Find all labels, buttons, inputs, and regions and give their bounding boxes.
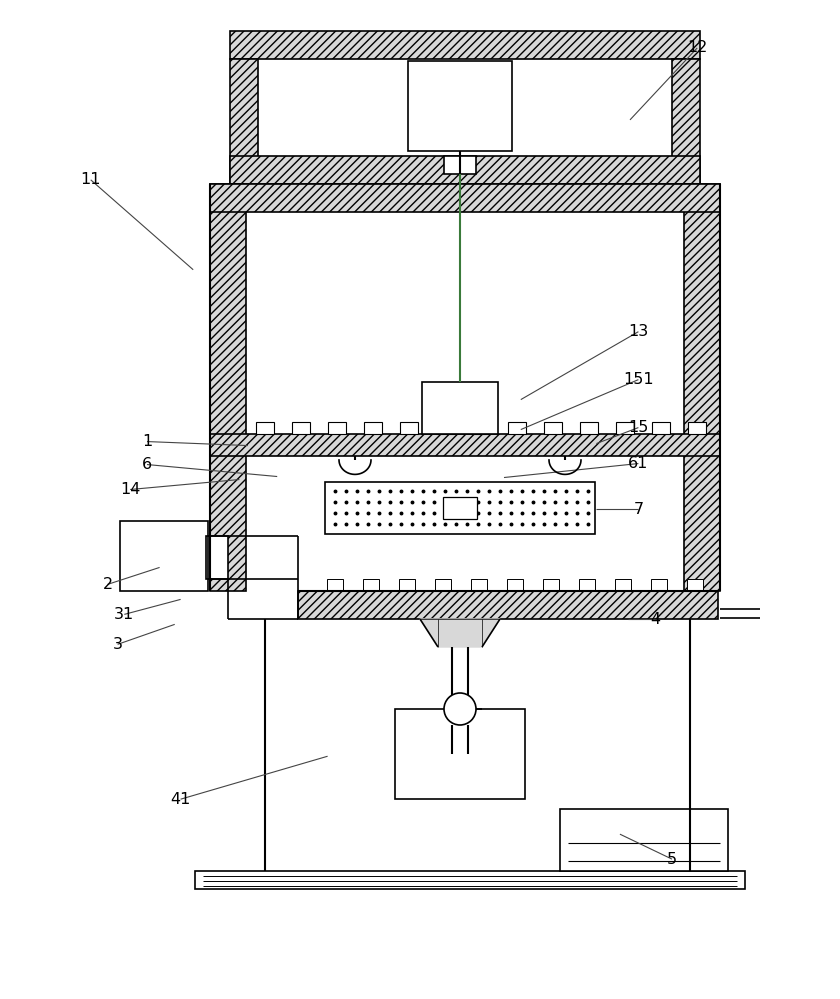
Bar (230, 59, 258, 184)
Text: 13: 13 (628, 324, 648, 340)
Text: 5: 5 (667, 851, 677, 867)
Bar (364, 422, 382, 434)
Bar (472, 422, 490, 434)
Bar (210, 184, 246, 591)
Bar (210, 434, 720, 456)
Bar (298, 591, 718, 619)
Bar (444, 156, 476, 174)
Bar (688, 422, 706, 434)
Circle shape (444, 693, 476, 725)
Bar (256, 422, 274, 434)
Bar (651, 579, 667, 591)
Bar (544, 422, 562, 434)
Bar (206, 536, 228, 579)
Bar (408, 61, 512, 151)
Text: 11: 11 (81, 172, 101, 188)
Bar (230, 156, 700, 184)
Text: 15: 15 (628, 420, 648, 436)
Text: 1: 1 (142, 434, 152, 450)
Bar (471, 579, 487, 591)
Bar (400, 422, 418, 434)
Bar (615, 579, 631, 591)
Text: 6: 6 (142, 457, 152, 473)
Bar (230, 31, 700, 59)
Bar (120, 521, 208, 591)
Bar (580, 422, 598, 434)
Text: 151: 151 (623, 372, 654, 388)
Text: 2: 2 (102, 576, 113, 592)
Bar (328, 422, 346, 434)
Bar (672, 59, 700, 184)
Bar (436, 422, 454, 434)
Bar (652, 422, 670, 434)
Bar (210, 184, 720, 212)
Bar (560, 809, 728, 871)
Bar (422, 382, 498, 434)
Bar (195, 871, 745, 889)
Bar (327, 579, 343, 591)
Bar (292, 422, 310, 434)
Bar (508, 422, 526, 434)
Bar (684, 184, 720, 591)
Text: 61: 61 (628, 456, 648, 472)
Bar (399, 579, 415, 591)
Bar (687, 579, 703, 591)
Bar (443, 497, 477, 519)
Text: 3: 3 (113, 636, 123, 652)
Text: 14: 14 (120, 482, 140, 498)
Polygon shape (420, 619, 500, 647)
Text: 41: 41 (171, 791, 191, 807)
Bar (507, 579, 523, 591)
Text: 4: 4 (650, 611, 660, 627)
Bar (579, 579, 595, 591)
Bar (325, 482, 595, 534)
Bar (543, 579, 559, 591)
Text: 12: 12 (687, 40, 707, 56)
Bar (435, 579, 451, 591)
Text: 7: 7 (633, 501, 643, 517)
Text: 31: 31 (114, 606, 134, 622)
Bar (616, 422, 634, 434)
Bar (395, 709, 525, 799)
Bar (363, 579, 379, 591)
